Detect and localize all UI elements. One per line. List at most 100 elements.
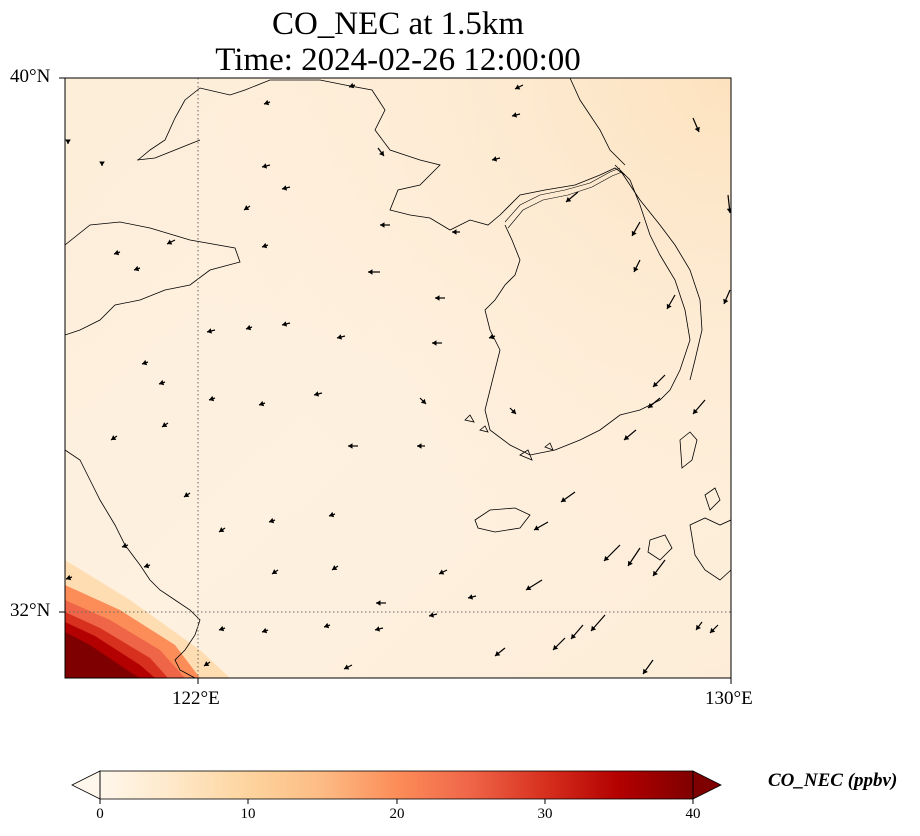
wind-arrow-head	[439, 569, 445, 575]
wind-arrow-head	[282, 321, 288, 327]
wind-arrow-head	[648, 402, 654, 408]
wind-arrow-head	[259, 400, 265, 407]
colorbar	[71, 770, 722, 804]
wind-arrow-head	[332, 565, 338, 570]
wind-arrow-head	[693, 408, 699, 414]
wind-arrow-head	[368, 269, 373, 275]
wind-arrow-head	[379, 150, 384, 156]
wind-arrow-head	[515, 84, 521, 90]
wind-arrow-head	[710, 627, 716, 633]
wind-arrow-head	[244, 205, 250, 210]
gridlines	[65, 78, 731, 678]
wind-arrow-head	[162, 422, 168, 427]
wind-arrow-head	[264, 99, 270, 106]
wind-arrow-head	[435, 295, 440, 301]
high-concentration-area	[65, 560, 230, 678]
wind-arrow-head	[432, 340, 437, 346]
colorbar-tick-10: 10	[240, 806, 256, 822]
lon-tick-130: 130°E	[705, 688, 753, 709]
wind-arrow-head	[553, 644, 559, 650]
wind-arrow-head	[726, 208, 731, 213]
wind-arrow-head	[269, 517, 275, 524]
lat-tick-40: 40°N	[10, 66, 51, 87]
wind-arrow-head	[495, 651, 501, 656]
tick-marks	[59, 77, 732, 684]
colorbar-tick-40: 40	[685, 806, 701, 822]
map-frame	[64, 77, 732, 679]
wind-arrow-head	[344, 664, 350, 670]
wind-arrow-head	[653, 570, 658, 576]
wind-arrow-head	[66, 574, 72, 581]
wind-arrow-head	[144, 562, 150, 569]
wind-arrow-head	[209, 395, 215, 402]
wind-arrow-head	[653, 381, 659, 387]
lon-tick-122: 122°E	[172, 688, 220, 709]
wind-arrow-head	[633, 266, 639, 272]
wind-vectors	[65, 82, 731, 675]
wind-arrow-head	[329, 511, 335, 518]
concentration-field	[65, 78, 731, 678]
wind-arrow-head	[111, 435, 117, 440]
wind-arrow-head	[219, 527, 225, 532]
wind-arrow-head	[534, 525, 540, 531]
wind-arrow-head	[694, 126, 700, 132]
wind-arrow-head	[468, 594, 474, 600]
wind-arrow-head	[207, 328, 213, 334]
wind-arrow-head	[262, 627, 268, 634]
wind-arrow-head	[65, 139, 71, 144]
wind-arrow-head	[429, 612, 435, 618]
map-subtitle-time: Time: 2024-02-26 12:00:00	[215, 42, 581, 78]
wind-arrow-head	[604, 555, 610, 561]
wind-arrow-head	[337, 334, 343, 340]
wind-arrow-head	[282, 185, 288, 191]
wind-arrow-head	[591, 625, 597, 631]
map-title: CO_NEC at 1.5km	[271, 6, 525, 42]
wind-arrow-head	[628, 560, 633, 566]
wind-arrow-head	[375, 626, 381, 632]
wind-arrow-head	[314, 391, 320, 397]
wind-arrow-head	[571, 633, 577, 639]
wind-arrow-head	[219, 625, 225, 632]
wind-arrow-head	[666, 303, 672, 309]
wind-arrow-head	[114, 249, 120, 256]
wind-arrow-head	[122, 542, 128, 549]
colorbar-label: CO_NEC (ppbv)	[768, 770, 898, 791]
wind-arrow-head	[324, 622, 330, 629]
wind-arrow-head	[492, 156, 498, 162]
wind-arrow-head	[262, 163, 268, 169]
wind-arrow-head	[526, 585, 532, 590]
wind-arrow-head	[167, 239, 173, 245]
wind-arrow-head	[134, 265, 140, 272]
wind-arrow-head	[348, 443, 353, 449]
wind-arrow-head	[512, 112, 518, 118]
wind-arrow-head	[204, 661, 210, 666]
lat-tick-32: 32°N	[10, 600, 51, 621]
wind-arrow-head	[99, 161, 105, 166]
wind-arrow-head	[510, 408, 516, 414]
colorbar-tick-20: 20	[389, 806, 405, 822]
wind-arrow-head	[643, 668, 648, 674]
colorbar-tick-0: 0	[96, 806, 104, 822]
wind-arrow-head	[624, 434, 630, 440]
wind-arrow-head	[184, 492, 190, 497]
wind-arrow-head	[561, 497, 567, 502]
wind-arrow-head	[566, 196, 572, 202]
wind-arrow-head	[380, 222, 385, 228]
wind-arrow-head	[246, 324, 252, 331]
wind-arrow-head	[696, 624, 701, 630]
wind-arrow-head	[489, 333, 495, 340]
wind-arrow-head	[376, 600, 381, 606]
wind-arrow-head	[349, 82, 355, 89]
wind-arrow-head	[452, 229, 457, 235]
wind-arrow-head	[420, 398, 426, 404]
wind-arrow-head	[142, 359, 148, 366]
wind-arrow-head	[272, 569, 278, 574]
coastlines	[65, 78, 731, 678]
wind-arrow-head	[262, 242, 268, 249]
wind-arrow-head	[631, 230, 637, 236]
wind-arrow-head	[723, 298, 729, 304]
colorbar-tick-30: 30	[537, 806, 553, 822]
wind-arrow-head	[417, 443, 422, 449]
wind-arrow-head	[159, 379, 165, 386]
